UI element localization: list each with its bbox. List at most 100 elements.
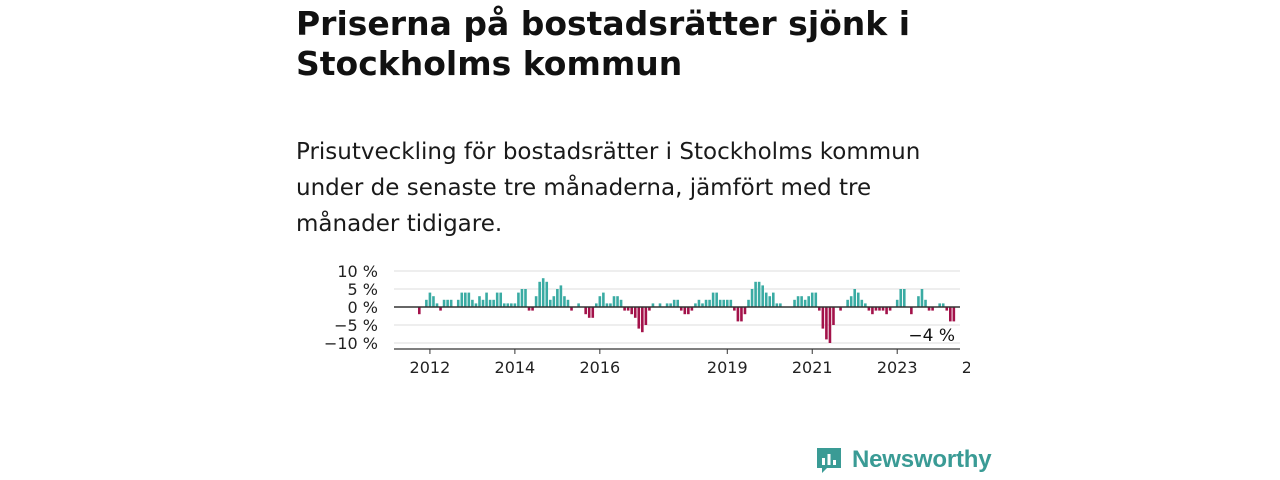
bar [910,307,913,314]
brand-logo[interactable]: Newsworthy [814,445,991,475]
y-tick-label: 10 % [337,262,378,281]
bar [556,289,559,307]
bar [676,300,679,307]
bar [616,296,619,307]
bar [432,296,435,307]
bar [457,300,460,307]
bar [761,285,764,307]
bar [744,307,747,314]
y-tick-label: −10 % [324,334,378,353]
bar [620,300,623,307]
bar [719,300,722,307]
bar [450,300,453,307]
bar [730,300,733,307]
bar [896,300,899,307]
bar [705,300,708,307]
bar [549,300,552,307]
bar [712,293,715,307]
brand-name: Newsworthy [852,446,991,474]
bar [560,285,563,307]
bar [832,307,835,325]
bar [822,307,825,329]
bar [807,296,810,307]
bar [485,293,488,307]
bar [861,300,864,307]
bar [634,307,637,318]
bar [768,296,771,307]
bar [545,282,548,307]
bar [524,289,527,307]
bar [489,300,492,307]
bar [846,300,849,307]
bar [924,300,927,307]
bar [591,307,594,318]
bar [722,300,725,307]
bar [673,300,676,307]
bar [567,300,570,307]
bar [599,296,602,307]
bar [857,293,860,307]
bar [553,296,556,307]
x-tick-label: 2023 [877,358,918,377]
x-tick-label: 2016 [579,358,620,377]
bar [687,307,690,314]
bar [641,307,644,332]
chart-subtitle: Prisutveckling för bostadsrätter i Stock… [296,134,956,242]
bar [443,300,446,307]
bar [953,307,956,321]
bar [726,300,729,307]
bar [853,289,856,307]
bar [464,293,467,307]
bar [899,289,902,307]
bar [917,296,920,307]
bar [737,307,740,321]
bar [584,307,587,314]
bar [825,307,828,339]
bar [814,293,817,307]
bar [563,296,566,307]
bar [800,296,803,307]
bar [871,307,874,314]
x-tick-label: 2019 [707,358,748,377]
bar [758,282,761,307]
bar [521,289,524,307]
bar [535,296,538,307]
bar [797,296,800,307]
bar [645,307,648,325]
bar [496,293,499,307]
bar [793,300,796,307]
bar [754,282,757,307]
bar [425,300,428,307]
y-tick-label: 5 % [348,280,378,299]
bar [684,307,687,314]
bar [468,293,471,307]
bar [613,296,616,307]
bar [811,293,814,307]
y-tick-label: −5 % [334,316,378,335]
bar [482,300,485,307]
bar [698,300,701,307]
x-tick-label: 2025 [962,358,970,377]
bar [949,307,952,321]
bar [740,307,743,321]
x-tick-label: 2021 [792,358,833,377]
x-tick-label: 2012 [410,358,451,377]
bar [637,307,640,329]
bar [885,307,888,314]
bar [460,293,463,307]
chart-headline: Priserna på bostadsrätter sjönk i Stockh… [296,4,996,84]
bar [829,307,832,343]
bar [538,282,541,307]
bar [921,289,924,307]
y-tick-label: 0 % [348,298,378,317]
x-tick-label: 2014 [495,358,536,377]
bar [418,307,421,314]
bar [446,300,449,307]
bar [542,278,545,307]
bar [471,300,474,307]
bar [850,296,853,307]
bar [708,300,711,307]
bar [602,293,605,307]
bar [903,289,906,307]
bar [499,293,502,307]
